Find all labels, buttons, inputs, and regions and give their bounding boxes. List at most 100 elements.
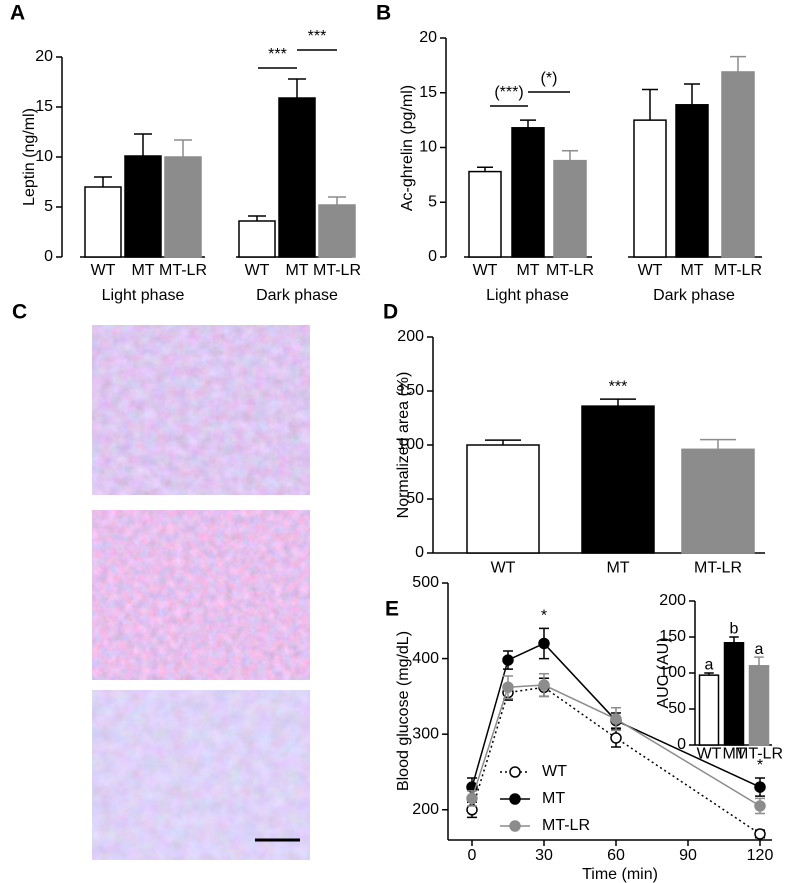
x-tick-label: MT [722, 746, 745, 763]
bar [84, 186, 122, 258]
bar [723, 642, 745, 746]
bar-annotation: *** [609, 378, 628, 395]
error-bar [600, 398, 636, 407]
legend-label: WT [542, 763, 567, 780]
y-tick-label: 5 [44, 198, 53, 215]
error-bar [642, 88, 658, 121]
micrograph-mt-lr [92, 690, 310, 860]
x-tick-label: MT [680, 262, 703, 279]
micrographs [92, 325, 310, 860]
y-axis-title: AUC (AU) [655, 637, 672, 708]
y-tick-label: 300 [412, 725, 439, 742]
x-tick-label: MT-LR [714, 262, 762, 279]
x-tick-label: 0 [468, 847, 477, 864]
x-tick-label: WT [245, 262, 270, 279]
legend-label: MT-LR [542, 817, 590, 834]
marker [538, 679, 550, 691]
group-label: Dark phase [256, 287, 338, 304]
y-tick-label: 150 [397, 382, 424, 399]
marker [502, 681, 514, 694]
bar [553, 159, 587, 258]
error-bar [288, 78, 306, 98]
bar-annotation: a [705, 657, 714, 674]
error-bar [94, 176, 112, 187]
error-bar [520, 119, 536, 128]
y-tick-label: 500 [412, 574, 439, 591]
y-tick-label: 100 [397, 436, 424, 453]
x-tick-label: WT [91, 262, 116, 279]
bar [675, 104, 709, 258]
bar [721, 71, 755, 258]
bar [124, 155, 162, 258]
error-bar [754, 656, 764, 666]
y-tick-label: 100 [659, 664, 686, 681]
error-bar [328, 196, 346, 205]
bar [238, 220, 276, 258]
x-tick-label: 90 [679, 847, 697, 864]
group-label: Dark phase [653, 287, 735, 304]
marker [754, 781, 766, 793]
bar [511, 127, 545, 258]
marker [754, 828, 766, 840]
y-axis-title: Ac-ghrelin (pg/ml) [399, 85, 416, 211]
bar [581, 405, 655, 554]
y-tick-label: 400 [412, 650, 439, 667]
y-tick-label: 0 [677, 736, 686, 753]
marker [610, 732, 622, 744]
error-bar [477, 166, 493, 172]
y-tick-label: 15 [35, 98, 53, 115]
marker [538, 637, 550, 650]
y-tick-label: 200 [659, 592, 686, 609]
panel-letter: B [376, 2, 391, 25]
y-tick-label: 50 [668, 700, 686, 717]
x-tick-label: 60 [607, 847, 625, 864]
y-tick-label: 150 [659, 628, 686, 645]
marker [610, 713, 622, 725]
y-tick-label: 15 [419, 84, 437, 101]
bar [318, 204, 356, 258]
y-tick-label: 20 [35, 48, 53, 65]
micrograph-mt [92, 510, 310, 680]
error-bar [174, 139, 192, 157]
x-axis-title: Time (min) [582, 866, 658, 883]
marker [466, 792, 478, 805]
bar [278, 97, 316, 258]
error-bar [248, 215, 266, 221]
bar-annotation: a [755, 641, 764, 658]
x-tick-label: MT-LR [546, 262, 594, 279]
marker [502, 654, 514, 666]
micrograph-wt [92, 325, 310, 495]
y-tick-label: 0 [44, 248, 53, 265]
error-bar [684, 83, 700, 105]
series-line [471, 686, 761, 835]
error-bar [562, 150, 578, 161]
bar [468, 170, 502, 258]
legend-marker [509, 820, 521, 832]
x-tick-label: 120 [747, 847, 774, 864]
panel-letter: A [10, 2, 25, 25]
comparison-label: *** [308, 28, 327, 45]
y-tick-label: 10 [35, 148, 53, 165]
error-bar [700, 438, 736, 450]
legend-marker [509, 793, 521, 805]
error-bar [134, 133, 152, 156]
legend-label: MT [542, 790, 565, 807]
error-bar [729, 636, 739, 643]
y-tick-label: 200 [397, 328, 424, 345]
bar [748, 665, 770, 746]
bar [633, 119, 667, 258]
y-axis-title: Normalized area (%) [395, 372, 412, 519]
y-axis-title: Blood glucose (mg/dL) [395, 631, 412, 791]
point-annotation: * [757, 757, 763, 774]
y-tick-label: 50 [406, 490, 424, 507]
x-tick-label: MT [516, 262, 539, 279]
bar [681, 448, 755, 554]
panel-letter: D [383, 301, 398, 324]
x-tick-label: MT-LR [735, 746, 783, 763]
bar [698, 674, 720, 746]
x-tick-label: MT-LR [694, 559, 742, 576]
y-tick-label: 20 [419, 29, 437, 46]
point-annotation: * [541, 608, 547, 625]
